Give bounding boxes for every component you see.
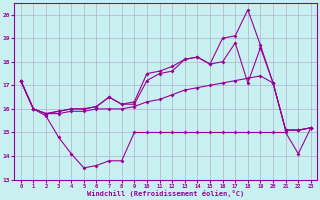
X-axis label: Windchill (Refroidissement éolien,°C): Windchill (Refroidissement éolien,°C) xyxy=(87,190,244,197)
